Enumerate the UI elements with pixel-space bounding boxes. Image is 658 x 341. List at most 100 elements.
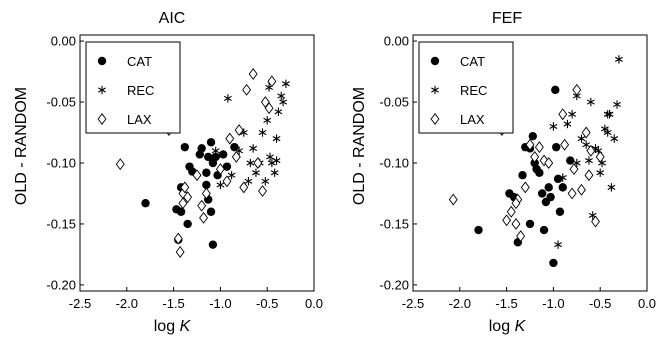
lax-point [584, 169, 594, 182]
x-tick-label: -2.5 [402, 296, 424, 311]
rec-point [600, 124, 609, 134]
rec-point [266, 152, 274, 162]
rec-point [605, 110, 614, 119]
data-points [115, 68, 290, 258]
legend-marker-lax [97, 113, 107, 125]
y-tick-label: -0.05 [379, 95, 409, 110]
lax-point [506, 205, 516, 218]
y-axis-label: OLD - RANDOM [351, 87, 368, 205]
cat-point [202, 180, 211, 190]
axis-ticks: -2.5 -2.0 -1.5 -1.0 -0.5 0.0 0.00 -0.05 -0.10 -0.… [379, 34, 656, 311]
cat-point [539, 225, 549, 235]
x-axis-label-var: K [515, 318, 527, 335]
lax-point [558, 108, 568, 121]
lax-point [178, 197, 188, 210]
rec-point [568, 110, 577, 119]
chart-title: FEF [492, 10, 522, 27]
x-axis-label-text: log [489, 318, 510, 335]
cat-point [535, 168, 544, 177]
cat-point [180, 142, 190, 152]
rec-point [272, 156, 281, 165]
cat-point [546, 192, 555, 202]
cat-point [204, 152, 213, 162]
rec-point [282, 79, 290, 88]
y-tick-label: -0.10 [46, 156, 76, 171]
rec-point [258, 128, 267, 137]
chart-panel-fef: FEF OLD - RANDOM log K -2.5 -2.0 -1.5 -1.0-… [351, 10, 656, 335]
lax-point [581, 126, 591, 139]
y-tick-label: -0.20 [46, 277, 76, 292]
cat-point [176, 207, 186, 216]
x-axis-label: log K [489, 318, 527, 335]
x-tick-label: -2.5 [69, 296, 91, 311]
cat-point [537, 189, 547, 198]
chart-panel-aic: AIC OLD - RANDOM log K -2.5 -2.0 -1.5 -1.0-… [13, 10, 323, 335]
rec-point [261, 177, 270, 186]
legend-marker-rec [431, 85, 439, 95]
legend-label-cat: CAT [460, 54, 485, 69]
cat-point [518, 170, 527, 180]
rec-point [558, 173, 567, 182]
lax-point [516, 230, 526, 243]
chart-title: AIC [159, 10, 186, 27]
cat-point [544, 183, 553, 192]
lax-point [577, 183, 586, 196]
rec-point [586, 97, 595, 107]
rec-point [615, 55, 623, 64]
x-axis-label: log K [154, 318, 192, 335]
cat-point [566, 156, 575, 165]
lax-point [192, 169, 202, 182]
x-tick-label: -1.0 [209, 296, 231, 311]
cat-point [219, 150, 228, 159]
lax-point [234, 124, 244, 137]
lax-point [511, 197, 521, 210]
cat-point [197, 144, 206, 153]
x-tick-label: 0.0 [305, 296, 323, 311]
rec-point [582, 140, 591, 149]
y-tick-label: -0.15 [379, 216, 409, 231]
x-tick-label: -1.5 [162, 296, 184, 311]
lax-point [215, 163, 225, 176]
lax-point [591, 215, 600, 228]
lax-point [231, 150, 241, 163]
rec-point [554, 240, 562, 249]
rec-point [227, 170, 236, 180]
legend-label-lax: LAX [127, 112, 152, 127]
lax-point [115, 158, 125, 171]
rec-point [252, 168, 260, 177]
rec-point [272, 134, 281, 143]
cat-point [211, 152, 220, 162]
lax-point [544, 157, 554, 169]
lax-point [569, 163, 579, 176]
x-tick-label: -1.0 [542, 296, 564, 311]
y-tick-label: -0.20 [379, 277, 409, 292]
rec-point [613, 100, 621, 109]
cat-point [555, 207, 565, 216]
x-tick-label: -1.5 [495, 296, 517, 311]
rec-point [244, 177, 253, 186]
legend-marker-rec [98, 85, 106, 95]
cat-point [183, 219, 192, 229]
rec-point [549, 122, 558, 131]
cat-point [551, 85, 560, 95]
rec-point [610, 134, 619, 143]
cat-point [474, 225, 483, 235]
lax-point [239, 181, 249, 194]
lax-point [197, 199, 207, 212]
lax-point [242, 83, 252, 96]
cat-point [525, 219, 535, 229]
lax-point [201, 187, 211, 200]
legend-marker-lax [430, 113, 440, 125]
lax-point [175, 246, 185, 258]
lax-point [267, 75, 277, 88]
rec-point [603, 110, 612, 119]
lax-point [572, 83, 582, 96]
legend-label-rec: REC [460, 83, 487, 98]
lax-point [567, 187, 577, 200]
lax-point [222, 175, 232, 188]
rec-point [277, 91, 286, 101]
rec-point [274, 107, 283, 116]
lax-point [199, 211, 209, 224]
y-tick-label: 0.00 [51, 34, 76, 49]
